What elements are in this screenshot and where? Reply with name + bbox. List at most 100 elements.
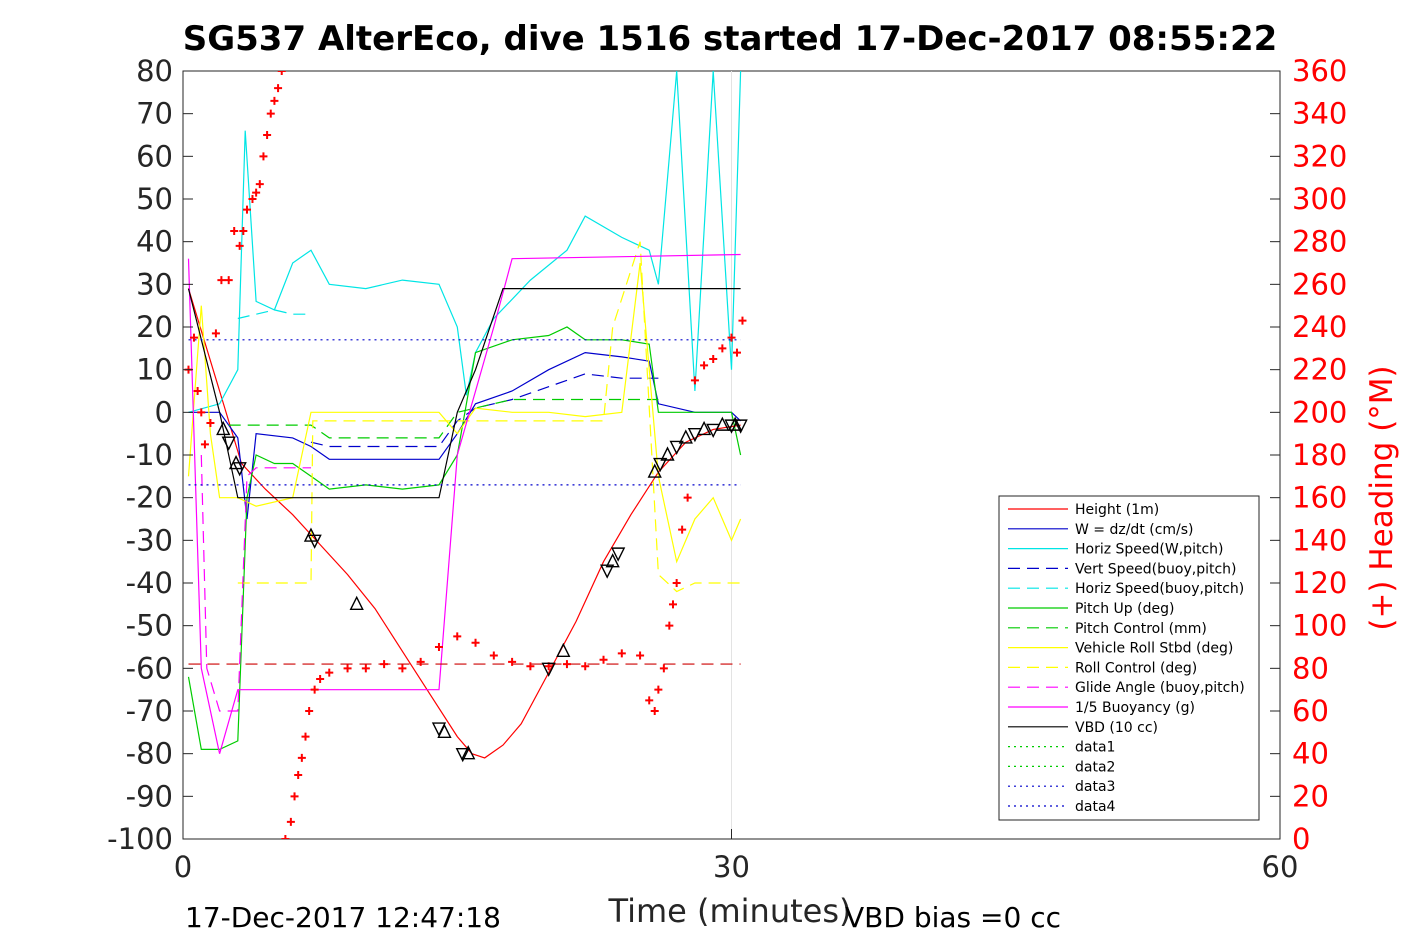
left-tick-label: 50 (136, 182, 173, 216)
legend-label: Pitch Control (mm) (1075, 621, 1207, 637)
right-tick-label: 360 (1292, 54, 1347, 88)
heading-point (343, 664, 352, 673)
heading-point (224, 276, 233, 285)
marker-triangle (605, 553, 620, 568)
heading-point (526, 662, 535, 671)
heading-point (434, 643, 443, 651)
heading-point (286, 817, 295, 826)
legend-label: data1 (1075, 740, 1115, 756)
right-tick-label: 220 (1292, 353, 1347, 387)
marker-triangle (696, 420, 712, 436)
right-tick-label: 260 (1292, 267, 1347, 301)
heading-point (709, 355, 718, 363)
left-tick-label: -20 (126, 481, 173, 515)
right-tick-label: 140 (1292, 523, 1347, 557)
marker-triangle (455, 747, 470, 763)
legend-label: Horiz Speed(W,pitch) (1075, 542, 1223, 558)
marker-triangle (437, 723, 452, 739)
heading-point (668, 600, 677, 609)
series-line-11 (187, 288, 741, 499)
legend-label: Vert Speed(buoy,pitch) (1075, 561, 1237, 577)
right-axis: 3603403203002802602402202001801601401201… (1270, 54, 1347, 856)
right-tick-label: 100 (1292, 609, 1347, 643)
heading-point (301, 732, 310, 741)
marker-triangle (232, 462, 247, 477)
heading-point (242, 205, 251, 214)
heading-point (738, 316, 747, 325)
heading-point (650, 707, 659, 715)
heading-point (361, 664, 370, 673)
heading-point (316, 675, 325, 683)
right-axis-label: (+) Heading (°M) (1364, 365, 1400, 630)
marker-triangle (728, 416, 743, 431)
heading-point (617, 649, 626, 658)
legend-label: W = dz/dt (cm/s) (1075, 522, 1194, 538)
left-tick-label: -80 (126, 737, 173, 771)
x-axis: 0 30 60 (174, 829, 1299, 884)
heading-point (281, 835, 290, 839)
series-line-6 (228, 398, 659, 439)
right-tick-label: 280 (1292, 225, 1347, 259)
heading-point (259, 152, 268, 161)
legend-label: VBD (10 cc) (1075, 720, 1158, 736)
marker-triangle (556, 642, 571, 657)
left-tick-label: -70 (126, 694, 173, 728)
series-layer (187, 71, 742, 759)
heading-point (252, 188, 261, 197)
heading-point (235, 241, 244, 250)
heading-point (255, 180, 264, 189)
right-tick-label: 340 (1292, 97, 1347, 131)
x-axis-label: Time (minutes) (608, 892, 852, 930)
marker-triangle (349, 595, 364, 611)
heading-point (263, 131, 272, 139)
heading-points (184, 71, 747, 839)
marker-triangle (461, 745, 476, 760)
heading-point (294, 771, 303, 779)
heading-point (683, 493, 692, 502)
right-tick-label: 200 (1292, 395, 1347, 429)
marker-triangle (669, 440, 684, 456)
legend-label: Glide Angle (buoy,pitch) (1075, 680, 1245, 696)
heading-point (562, 660, 571, 669)
marker-triangle (307, 534, 322, 549)
heading-point (290, 792, 299, 801)
legend-label: Horiz Speed(buoy,pitch) (1075, 581, 1244, 597)
heading-point (277, 71, 286, 75)
heading-point (718, 344, 727, 353)
heading-point (732, 348, 741, 357)
left-tick-label: 80 (136, 54, 173, 88)
heading-point (200, 440, 209, 449)
series-line-10 (187, 253, 741, 754)
heading-point (453, 632, 462, 641)
legend-box (998, 495, 1260, 821)
left-tick-label: 0 (155, 395, 173, 429)
left-tick-label: -60 (126, 651, 173, 685)
heading-point (270, 96, 279, 105)
right-tick-label: 120 (1292, 566, 1347, 600)
marker-triangle (724, 419, 739, 434)
heading-point (230, 227, 239, 235)
x-tick-label: 60 (1262, 850, 1299, 884)
left-tick-label: 40 (136, 225, 173, 259)
right-tick-label: 80 (1292, 651, 1329, 685)
heading-point (274, 84, 283, 93)
heading-point (305, 707, 314, 715)
heading-point (193, 387, 202, 395)
right-tick-label: 20 (1292, 779, 1329, 813)
series-line-2 (188, 71, 742, 413)
right-tick-label: 40 (1292, 737, 1329, 771)
left-tick-label: 70 (136, 97, 173, 131)
legend-label: data4 (1075, 799, 1116, 815)
marker-triangle (221, 436, 236, 451)
legend-label: 1/5 Buoyancy (g) (1075, 700, 1195, 716)
chart-title: SG537 AlterEco, dive 1516 started 17-Dec… (183, 19, 1278, 59)
legend-label: Pitch Up (deg) (1075, 601, 1174, 617)
left-tick-label: -50 (126, 609, 173, 643)
legend-label: data3 (1075, 779, 1115, 795)
heading-point (380, 660, 389, 669)
left-tick-label: 60 (136, 139, 173, 173)
heading-point (398, 664, 407, 673)
heading-point (189, 333, 198, 342)
x-tick-label: 0 (174, 850, 192, 884)
